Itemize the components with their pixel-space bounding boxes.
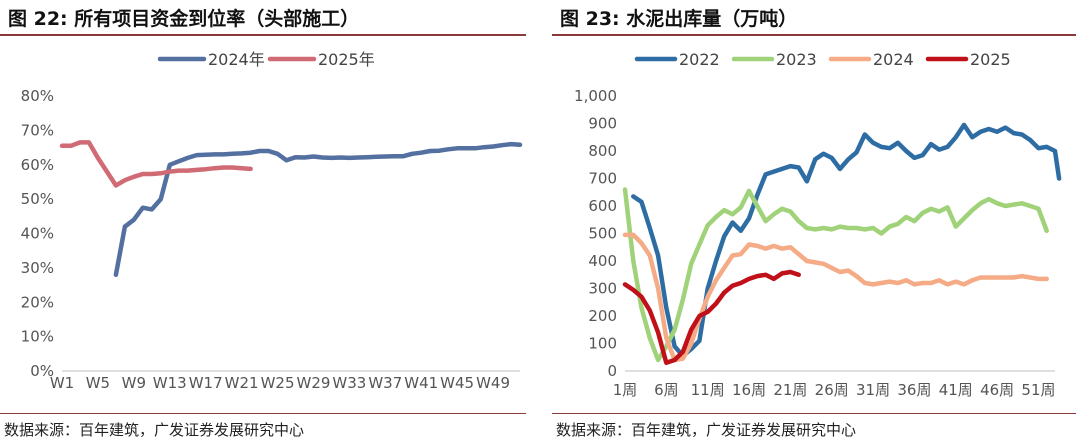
x-tick-label: 21周 (773, 381, 807, 399)
x-tick-label: 36周 (897, 381, 931, 399)
source-rule-23 (552, 413, 1076, 414)
x-tick-label: 6周 (654, 381, 679, 399)
x-tick-label: W5 (86, 374, 110, 392)
x-tick-label: 26周 (815, 381, 849, 399)
y-tick-label: 100 (588, 335, 617, 353)
x-tick-label: W45 (440, 374, 474, 392)
x-tick-label: W1 (50, 374, 74, 392)
y-tick-label: 60% (21, 156, 54, 174)
x-tick-label: 11周 (691, 381, 725, 399)
y-tick-label: 500 (588, 225, 617, 243)
y-tick-label: 400 (588, 252, 617, 270)
x-tick-label: W49 (476, 374, 510, 392)
y-tick-label: 600 (588, 197, 617, 215)
y-tick-label: 0% (30, 362, 54, 380)
y-tick-label: 30% (21, 259, 54, 277)
y-tick-label: 1,000 (574, 87, 617, 105)
y-tick-label: 700 (588, 170, 617, 188)
series-line-2025年 (59, 140, 253, 188)
y-tick-label: 40% (21, 225, 54, 243)
y-tick-label: 80% (21, 87, 54, 105)
chart-panel-22: 图 22: 所有项目资金到位率（头部施工） 0% 10% 20% 30% 40% 50% 6… (0, 0, 530, 445)
chart-title-23: 图 23: 水泥出库量（万吨） (560, 8, 798, 30)
y-tick-label: 10% (21, 328, 54, 346)
y-tick-label: 800 (588, 142, 617, 160)
chart-22-svg: 0%10%20%30%40%50%60%70%80%W1 W5 W9 W13 W17 W2… (21, 50, 523, 392)
legend-label-2024年: 2024年 (208, 50, 265, 69)
series-line-2024年 (113, 141, 523, 278)
y-tick-label: 70% (21, 121, 54, 139)
y-tick-label: 50% (21, 190, 54, 208)
y-tick-label: 200 (588, 307, 617, 325)
x-tick-label: 41周 (939, 381, 973, 399)
title-rule-23 (552, 34, 1076, 36)
x-tick-label: 31周 (856, 381, 890, 399)
x-tick-label: 1周 (613, 381, 638, 399)
x-tick-label: W13 (153, 374, 187, 392)
y-tick-label: 300 (588, 280, 617, 298)
series-line-2023 (622, 187, 1049, 363)
legend-label-2022: 2022 (679, 50, 720, 69)
x-tick-label: W37 (368, 374, 402, 392)
legend-label-2023: 2023 (776, 50, 817, 69)
x-tick-label: W33 (332, 374, 366, 392)
source-rule-22 (0, 413, 526, 414)
x-tick-label: W25 (261, 374, 295, 392)
y-tick-label: 0 (607, 362, 617, 380)
x-tick-label: 51周 (1021, 381, 1055, 399)
series-line-2025 (622, 269, 801, 366)
legend-label-2024: 2024 (873, 50, 914, 69)
chart-title-22: 图 22: 所有项目资金到位率（头部施工） (8, 8, 360, 30)
x-tick-label: W41 (404, 374, 438, 392)
x-tick-label: W21 (225, 374, 259, 392)
y-tick-label: 20% (21, 293, 54, 311)
chart-source-22: 数据来源：百年建筑，广发证券发展研究中心 (4, 421, 305, 439)
legend-label-2025: 2025 (970, 50, 1011, 69)
x-tick-label: W29 (296, 374, 330, 392)
x-tick-label: W9 (122, 374, 146, 392)
title-rule-22 (0, 34, 526, 36)
x-tick-label: 46周 (980, 381, 1014, 399)
y-tick-label: 900 (588, 115, 617, 133)
chart-source-23: 数据来源：百年建筑，广发证券发展研究中心 (556, 421, 857, 439)
x-tick-label: 16周 (732, 381, 766, 399)
legend-label-2025年: 2025年 (318, 50, 375, 69)
series-line-2024 (622, 232, 1049, 363)
chart-23-svg: 0 100 200 300 400 500 600 700 800 900 1,000 1周 6周 11周… (574, 50, 1062, 399)
chart-panel-23: 图 23: 水泥出库量（万吨） 0 100 200 300 400 500 600 700 80… (552, 0, 1080, 445)
x-tick-label: W17 (189, 374, 223, 392)
